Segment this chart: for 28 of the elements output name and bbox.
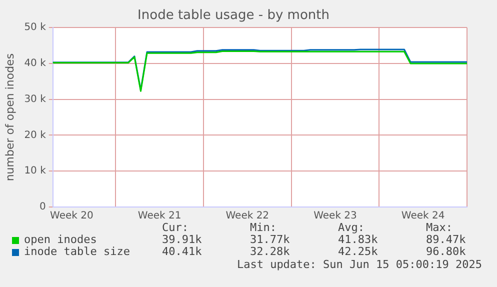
text: Last update: Sun Jun 15 05:00:19 2025 [236,258,482,271]
text: Cur: [162,221,190,234]
text: 42.25k [338,245,379,258]
x-tick-label: Week 23 [314,210,357,222]
text: 40.41k [162,245,203,258]
y-tick-label: 20 k [24,130,46,141]
y-tick-label: 40 k [24,58,46,70]
text: 41.83k [338,233,379,246]
y-tick-label: 10 k [24,166,46,177]
x-tick-label: Week 22 [226,210,270,222]
legend-label: inode table size [24,245,130,258]
y-tick-label: 30 k [24,94,46,105]
text: 89.47k [426,233,467,246]
x-tick-label: Week 20 [50,210,94,222]
y-tick-label: 0 [40,202,46,213]
y-axis-title: number of open inodes [3,53,16,182]
text: 39.91k [162,233,203,246]
y-tick-label: 50 k [24,22,46,34]
chart-title: Inode table usage - by month [138,8,330,24]
text: Max: [426,221,454,234]
x-tick-label: Week 21 [138,210,182,222]
x-tick-label: Week 24 [401,210,445,222]
text: 31.77k [250,233,291,246]
text: 96.80k [426,245,467,258]
legend-label: open inodes [24,233,97,246]
text: Min: [250,221,278,234]
text: 32.28k [250,245,291,258]
text: Avg: [338,221,366,234]
